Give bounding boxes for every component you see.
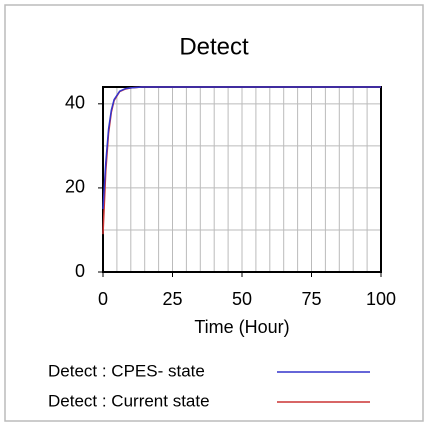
x-tick-label: 75 (301, 289, 321, 309)
x-tick-label: 50 (232, 289, 252, 309)
legend-label: Detect : CPES- state (48, 361, 205, 380)
x-tick-label: 25 (162, 289, 182, 309)
x-axis-label: Time (Hour) (194, 317, 289, 337)
x-tick-label: 0 (98, 289, 108, 309)
y-tick-label: 0 (75, 261, 85, 281)
legend-label: Detect : Current state (48, 391, 210, 410)
series-line (102, 86, 381, 209)
x-tick-label: 100 (366, 289, 396, 309)
y-tick-label: 40 (65, 93, 85, 113)
y-tick-label: 20 (65, 177, 85, 197)
chart-title: Detect (179, 33, 249, 60)
